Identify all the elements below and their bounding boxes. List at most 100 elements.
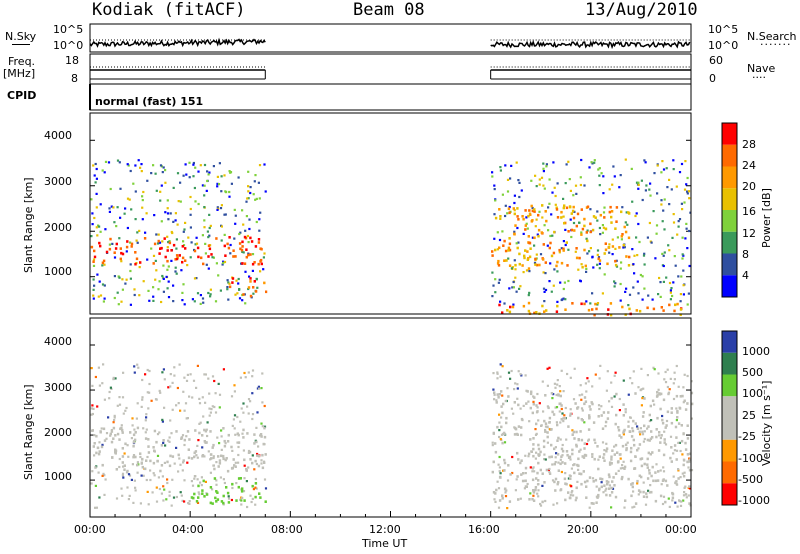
velocity-cell-250 bbox=[194, 475, 197, 478]
velocity-cell-1213 bbox=[690, 391, 694, 395]
power-cell-533 bbox=[577, 268, 580, 271]
power-cell-618 bbox=[687, 292, 690, 295]
power-cell-858 bbox=[231, 277, 235, 280]
nsearch-tick-bottom: 10^0 bbox=[708, 39, 739, 52]
velocity-cell-819 bbox=[210, 457, 213, 460]
power-cell-601 bbox=[643, 159, 646, 162]
power-cell-471 bbox=[560, 298, 563, 302]
power-cell-330 bbox=[95, 192, 98, 195]
velocity-cell-1239 bbox=[617, 426, 620, 429]
power-cell-713 bbox=[649, 182, 652, 185]
power-cell-608 bbox=[491, 271, 494, 274]
velocity-cell-1202 bbox=[550, 443, 553, 447]
velocity-cell-321 bbox=[148, 391, 151, 394]
power-cell-686 bbox=[685, 227, 688, 230]
velocity-cell-246 bbox=[115, 497, 119, 500]
velocity-cell-701 bbox=[667, 497, 670, 500]
velocity-cell-1244 bbox=[608, 475, 611, 479]
velocity-cell-406 bbox=[622, 433, 625, 436]
power-cell-114 bbox=[99, 203, 102, 206]
power-cell-153 bbox=[179, 181, 182, 184]
velocity-cell-556 bbox=[506, 507, 509, 510]
velocity-cell-1185 bbox=[532, 499, 536, 502]
power-cell-1064 bbox=[627, 211, 630, 214]
velocity-cell-278 bbox=[146, 368, 149, 372]
nsky-noise-line-1 bbox=[490, 39, 691, 50]
velocity-cell-1366 bbox=[590, 401, 593, 404]
power-cell-986 bbox=[603, 252, 606, 255]
velocity-cell-1131 bbox=[532, 454, 535, 458]
power-ytick-4000: 4000 bbox=[44, 129, 72, 142]
velocity-cell-1278 bbox=[503, 461, 507, 465]
power-cell-512 bbox=[556, 182, 559, 185]
power-cell-1021 bbox=[503, 239, 506, 243]
velocity-cell-627 bbox=[631, 506, 634, 509]
velocity-cell-740 bbox=[492, 372, 495, 375]
velocity-cell-644 bbox=[540, 424, 543, 427]
velocity-cell-1144 bbox=[607, 480, 610, 484]
power-cell-148 bbox=[244, 302, 247, 305]
power-cell-81 bbox=[245, 215, 248, 218]
velocity-cell-591 bbox=[504, 399, 507, 403]
power-cell-209 bbox=[161, 276, 165, 279]
velocity-cell-434 bbox=[532, 400, 535, 403]
power-cell-472 bbox=[648, 221, 651, 225]
power-cell-38 bbox=[203, 226, 206, 229]
velocity-cell-615 bbox=[673, 378, 676, 381]
velocity-cell-210 bbox=[255, 426, 258, 429]
velocity-cell-496 bbox=[675, 419, 678, 422]
velocity-cell-469 bbox=[650, 419, 653, 422]
velocity-cell-291 bbox=[113, 414, 116, 417]
velocity-cell-969 bbox=[608, 463, 612, 466]
velocity-cell-891 bbox=[249, 458, 252, 461]
velocity-cell-1163 bbox=[532, 437, 535, 440]
velocity-cell-914 bbox=[141, 457, 144, 461]
power-cell-169 bbox=[164, 211, 167, 214]
velocity-cell-154 bbox=[251, 375, 254, 378]
velocity-cell-790 bbox=[95, 434, 98, 438]
velocity-cell-1182 bbox=[537, 453, 540, 456]
velocity-cell-367 bbox=[243, 464, 246, 467]
velocity-cell-1018 bbox=[546, 431, 549, 434]
power-cell-71 bbox=[168, 240, 171, 243]
power-cell-1052 bbox=[563, 221, 566, 225]
velocity-cell-313 bbox=[171, 381, 174, 384]
power-cell-835 bbox=[115, 242, 118, 246]
power-cell-683 bbox=[518, 287, 521, 290]
velocity-cell-1229 bbox=[495, 401, 498, 404]
velocity-cell-1220 bbox=[679, 395, 682, 398]
power-cell-105 bbox=[247, 197, 250, 200]
velocity-cell-61 bbox=[251, 413, 255, 416]
power-cell-566 bbox=[526, 227, 529, 230]
velocity-cell-136 bbox=[185, 417, 188, 420]
power-cell-622 bbox=[514, 268, 517, 271]
velocity-cell-967 bbox=[659, 494, 663, 498]
power-cell-687 bbox=[601, 292, 604, 295]
power-cell-545 bbox=[534, 174, 537, 177]
power-cell-190 bbox=[160, 300, 163, 304]
velocity-cell-188 bbox=[231, 486, 234, 490]
velocity-cell-171 bbox=[149, 469, 152, 472]
power-cell-1000 bbox=[583, 224, 586, 228]
power-cell-355 bbox=[241, 250, 244, 253]
power-cell-866 bbox=[673, 309, 676, 313]
velocity-cell-335 bbox=[231, 449, 234, 452]
power-cell-233 bbox=[155, 189, 158, 192]
velocity-cell-1290 bbox=[572, 430, 575, 434]
velocity-cell-878 bbox=[147, 438, 150, 441]
power-cell-305 bbox=[175, 272, 178, 275]
velocity-cell-691 bbox=[532, 494, 535, 497]
power-cell-167 bbox=[102, 300, 105, 303]
power-cell-997 bbox=[563, 204, 566, 207]
power-cell-837 bbox=[196, 246, 200, 250]
power-cell-10 bbox=[176, 172, 180, 175]
power-cell-824 bbox=[243, 235, 247, 239]
velocity-cell-947 bbox=[193, 492, 196, 496]
power-cell-442 bbox=[676, 233, 679, 236]
power-cell-842 bbox=[120, 251, 123, 255]
velocity-cell-793 bbox=[190, 457, 194, 460]
velocity-cell-809 bbox=[98, 450, 101, 453]
velocity-cell-1284 bbox=[560, 404, 563, 407]
power-cell-792 bbox=[174, 258, 177, 261]
velocity-cell-638 bbox=[551, 479, 555, 482]
